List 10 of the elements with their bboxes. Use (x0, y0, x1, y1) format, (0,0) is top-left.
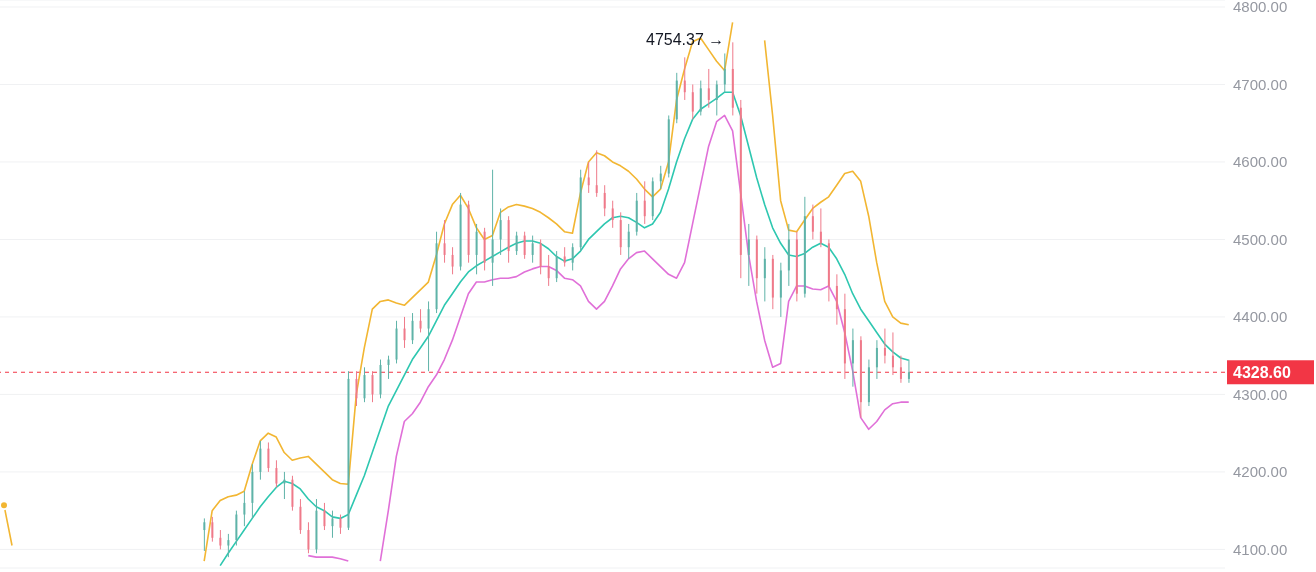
y-tick-label: 4100.00 (1233, 540, 1288, 558)
y-tick-label: 4600.00 (1233, 153, 1288, 171)
y-tick-label: 4500.00 (1233, 230, 1288, 248)
y-tick-label: 4700.00 (1233, 75, 1288, 93)
y-tick-label: 4800.00 (1233, 0, 1288, 16)
y-tick-label: 4200.00 (1233, 463, 1288, 481)
y-tick-label: 4300.00 (1233, 385, 1288, 403)
annotation: 4754.37 → (646, 31, 725, 49)
y-tick-label: 4400.00 (1233, 308, 1288, 326)
ref-line-label: 4328.60 (1233, 364, 1291, 382)
